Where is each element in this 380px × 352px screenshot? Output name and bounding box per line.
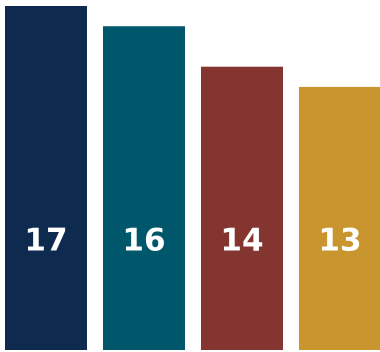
bar-value-label-4: 13	[318, 223, 361, 259]
bar-2	[103, 26, 185, 350]
bar-3	[201, 67, 283, 350]
bar-value-label-1: 17	[24, 223, 67, 259]
bar-4	[299, 87, 380, 350]
bars-group	[5, 6, 380, 350]
bar-1	[5, 6, 87, 350]
bar-value-label-3: 14	[220, 223, 263, 259]
bar-value-label-2: 16	[122, 223, 165, 259]
